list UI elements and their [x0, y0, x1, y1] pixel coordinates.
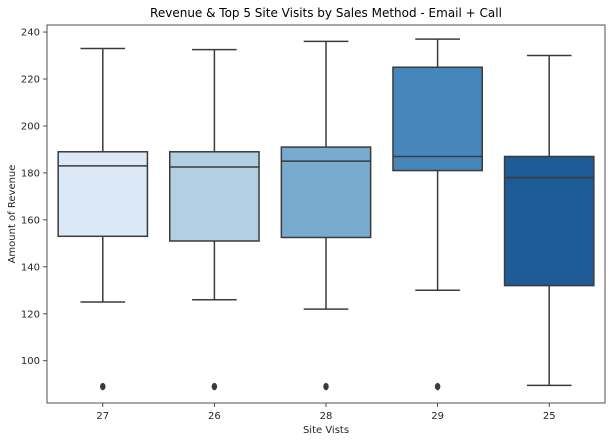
x-axis-label: Site Vists: [303, 425, 349, 436]
x-tick-label: 25: [543, 411, 556, 422]
y-tick-label: 180: [21, 168, 40, 179]
outlier-point: [434, 382, 441, 391]
chart-title: Revenue & Top 5 Site Visits by Sales Met…: [150, 6, 502, 20]
outlier-point: [323, 382, 329, 391]
y-tick-label: 240: [21, 28, 40, 39]
axes-frame: [46, 24, 606, 404]
x-tick-label: 27: [96, 411, 109, 422]
x-tick-label: 29: [431, 411, 444, 422]
y-tick-label: 200: [21, 121, 40, 132]
box-26: [169, 151, 260, 242]
outlier-point: [100, 382, 106, 391]
y-tick-label: 120: [21, 309, 40, 320]
y-axis-label: Amount of Revenue: [7, 165, 18, 264]
box-28: [280, 146, 372, 239]
outlier-point: [211, 382, 218, 391]
y-tick-label: 160: [21, 215, 40, 226]
box-29: [392, 66, 483, 172]
y-tick-label: 100: [21, 356, 40, 367]
y-tick-label: 140: [21, 262, 40, 273]
x-tick-label: 28: [320, 411, 333, 422]
box-25: [503, 155, 595, 287]
y-tick-label: 220: [21, 75, 40, 86]
x-tick-label: 26: [208, 411, 221, 422]
plot-area: 100 120 140 160 180 200 220 240 27 26 28 29 25: [21, 24, 606, 422]
box-27: [57, 151, 149, 238]
